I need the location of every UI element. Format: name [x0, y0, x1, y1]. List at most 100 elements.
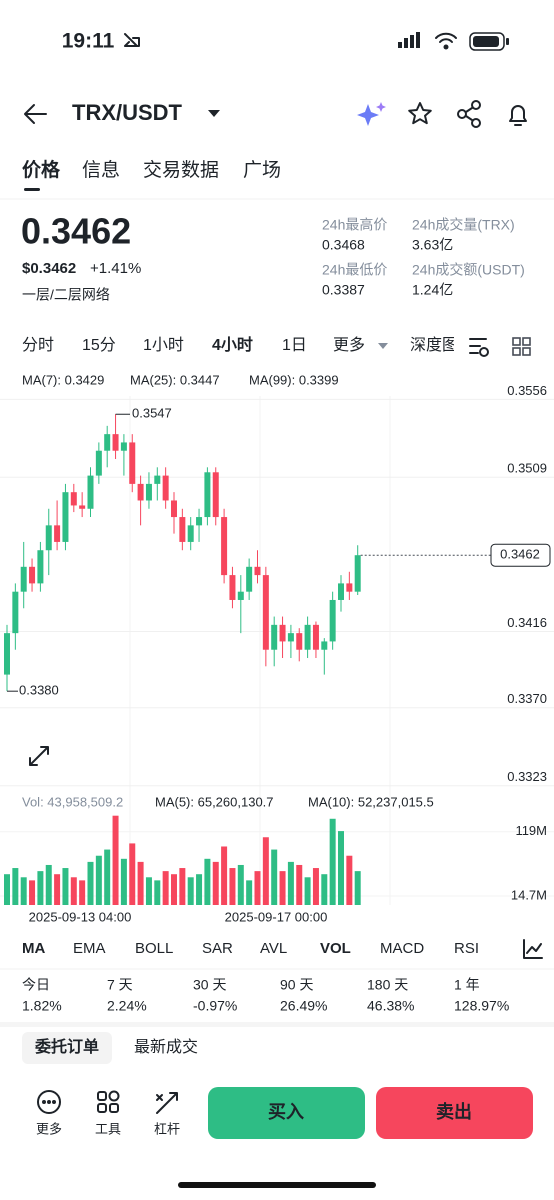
vol-legend: MA(10): 52,237,015.5	[308, 794, 434, 809]
candle-body	[54, 525, 61, 542]
sell-button[interactable]	[376, 1087, 533, 1139]
order-tab[interactable]: 委托订单	[34, 1037, 99, 1056]
candle-body	[304, 624, 311, 650]
y-tick-label: 0.3556	[507, 383, 547, 398]
buy-label[interactable]: 买入	[268, 1102, 304, 1122]
order-tab-active[interactable]	[22, 1032, 112, 1064]
volume-bar	[20, 877, 27, 905]
x-label: 2025-09-13 04:00	[29, 909, 132, 924]
candle-body	[4, 633, 10, 675]
action-label[interactable]: 杠杆	[154, 1121, 180, 1136]
pair-dropdown[interactable]	[208, 110, 220, 117]
perf-period: 今日	[22, 977, 50, 993]
indicator[interactable]: EMA	[73, 940, 106, 957]
more-dropdown[interactable]	[378, 343, 388, 349]
vol-legend: MA(5): 65,260,130.7	[155, 794, 274, 809]
candle-body	[162, 475, 169, 501]
indicator[interactable]: AVL	[260, 940, 287, 957]
ai-button[interactable]	[357, 102, 386, 126]
more-icon[interactable]	[37, 1090, 61, 1114]
vol-tick-label: 119M	[515, 823, 547, 838]
volume-bar	[296, 864, 303, 905]
action-label[interactable]: 更多	[36, 1121, 62, 1136]
status-icons	[124, 32, 509, 51]
perf-value: 46.38%	[367, 998, 414, 1014]
category-tag[interactable]: 一层/二层网络	[22, 287, 110, 303]
candle-body	[321, 641, 328, 650]
indicator[interactable]: RSI	[454, 940, 479, 957]
tab[interactable]: 广场	[243, 159, 281, 181]
indicator[interactable]: BOLL	[135, 940, 173, 957]
volume-bar	[338, 831, 344, 905]
candle-body	[29, 566, 36, 584]
y-tick-label: 0.3416	[507, 615, 547, 630]
volume-bar	[154, 880, 161, 905]
stat-value: 1.24亿	[412, 282, 453, 298]
chart-settings[interactable]	[469, 338, 489, 357]
stat-value: 0.3468	[322, 237, 365, 253]
interval[interactable]: 1日	[282, 337, 307, 354]
tools-icon[interactable]	[97, 1090, 120, 1113]
volume-bar	[171, 874, 177, 905]
tab[interactable]: 交易数据	[143, 159, 219, 181]
indicator-settings[interactable]	[523, 939, 543, 959]
candle-body	[338, 583, 344, 600]
candle-body	[145, 483, 152, 501]
candle-body	[79, 505, 86, 509]
candle-body	[287, 633, 294, 642]
expand-button[interactable]	[29, 746, 49, 766]
favorite-button[interactable]	[408, 102, 432, 125]
share-button[interactable]	[457, 100, 481, 128]
candle-body	[187, 525, 194, 542]
high-label: 0.3547	[132, 406, 172, 421]
tab[interactable]: 价格	[22, 158, 61, 181]
alert-button[interactable]	[509, 105, 527, 126]
interval[interactable]: 1小时	[143, 336, 184, 354]
volume-bar	[237, 864, 244, 905]
candle-body	[129, 442, 136, 484]
candle-body	[62, 492, 69, 542]
ma-legend: MA(99): 0.3399	[249, 372, 339, 387]
x-label: 2025-09-17 00:00	[225, 909, 328, 924]
volume-bar	[187, 877, 194, 905]
indicator[interactable]: SAR	[202, 940, 233, 957]
candle-body	[171, 500, 177, 518]
sell-label[interactable]: 卖出	[436, 1101, 472, 1122]
interval[interactable]: 15分	[82, 336, 116, 354]
volume-bar	[112, 815, 119, 905]
status-time: 19:11	[62, 30, 115, 53]
volume-bar	[312, 868, 319, 905]
buy-button[interactable]	[208, 1087, 365, 1139]
usd-price: $0.3462	[22, 260, 76, 277]
indicator[interactable]: MA	[22, 940, 45, 957]
candle-body	[112, 434, 119, 451]
interval[interactable]: 更多	[333, 336, 365, 354]
layout-button[interactable]	[512, 337, 531, 356]
stat-label: 24h成交额(USDT)	[412, 262, 525, 278]
interval[interactable]: 分时	[22, 336, 54, 354]
volume-bar	[162, 871, 169, 905]
order-tab[interactable]: 最新成交	[134, 1038, 198, 1056]
volume-bar	[45, 864, 52, 905]
performance: 今日 1.82% 7 天 2.24% 30 天 -0.97% 90 天 26.49% 180 天…	[22, 977, 509, 1014]
volume-bar	[346, 855, 353, 905]
interval[interactable]: 深度图	[410, 336, 458, 354]
last-price: 0.3462	[21, 211, 131, 252]
volume-bar	[179, 868, 186, 905]
volume-bar	[246, 880, 253, 905]
y-tick-label: 0.3509	[507, 461, 547, 476]
volume-bar	[137, 861, 144, 905]
pair-title[interactable]: TRX/USDT	[72, 100, 183, 125]
volume-bar	[4, 874, 10, 905]
leverage-icon[interactable]	[156, 1092, 178, 1114]
back-button[interactable]	[24, 104, 47, 124]
indicator[interactable]: VOL	[320, 940, 351, 957]
action-label[interactable]: 工具	[95, 1121, 121, 1136]
interval[interactable]: 4小时	[212, 336, 253, 354]
tab[interactable]: 信息	[82, 159, 120, 181]
indicator[interactable]: MACD	[380, 940, 424, 957]
perf-period: 180 天	[367, 977, 408, 993]
volume-bar	[287, 861, 294, 905]
volume-bar	[120, 858, 127, 905]
